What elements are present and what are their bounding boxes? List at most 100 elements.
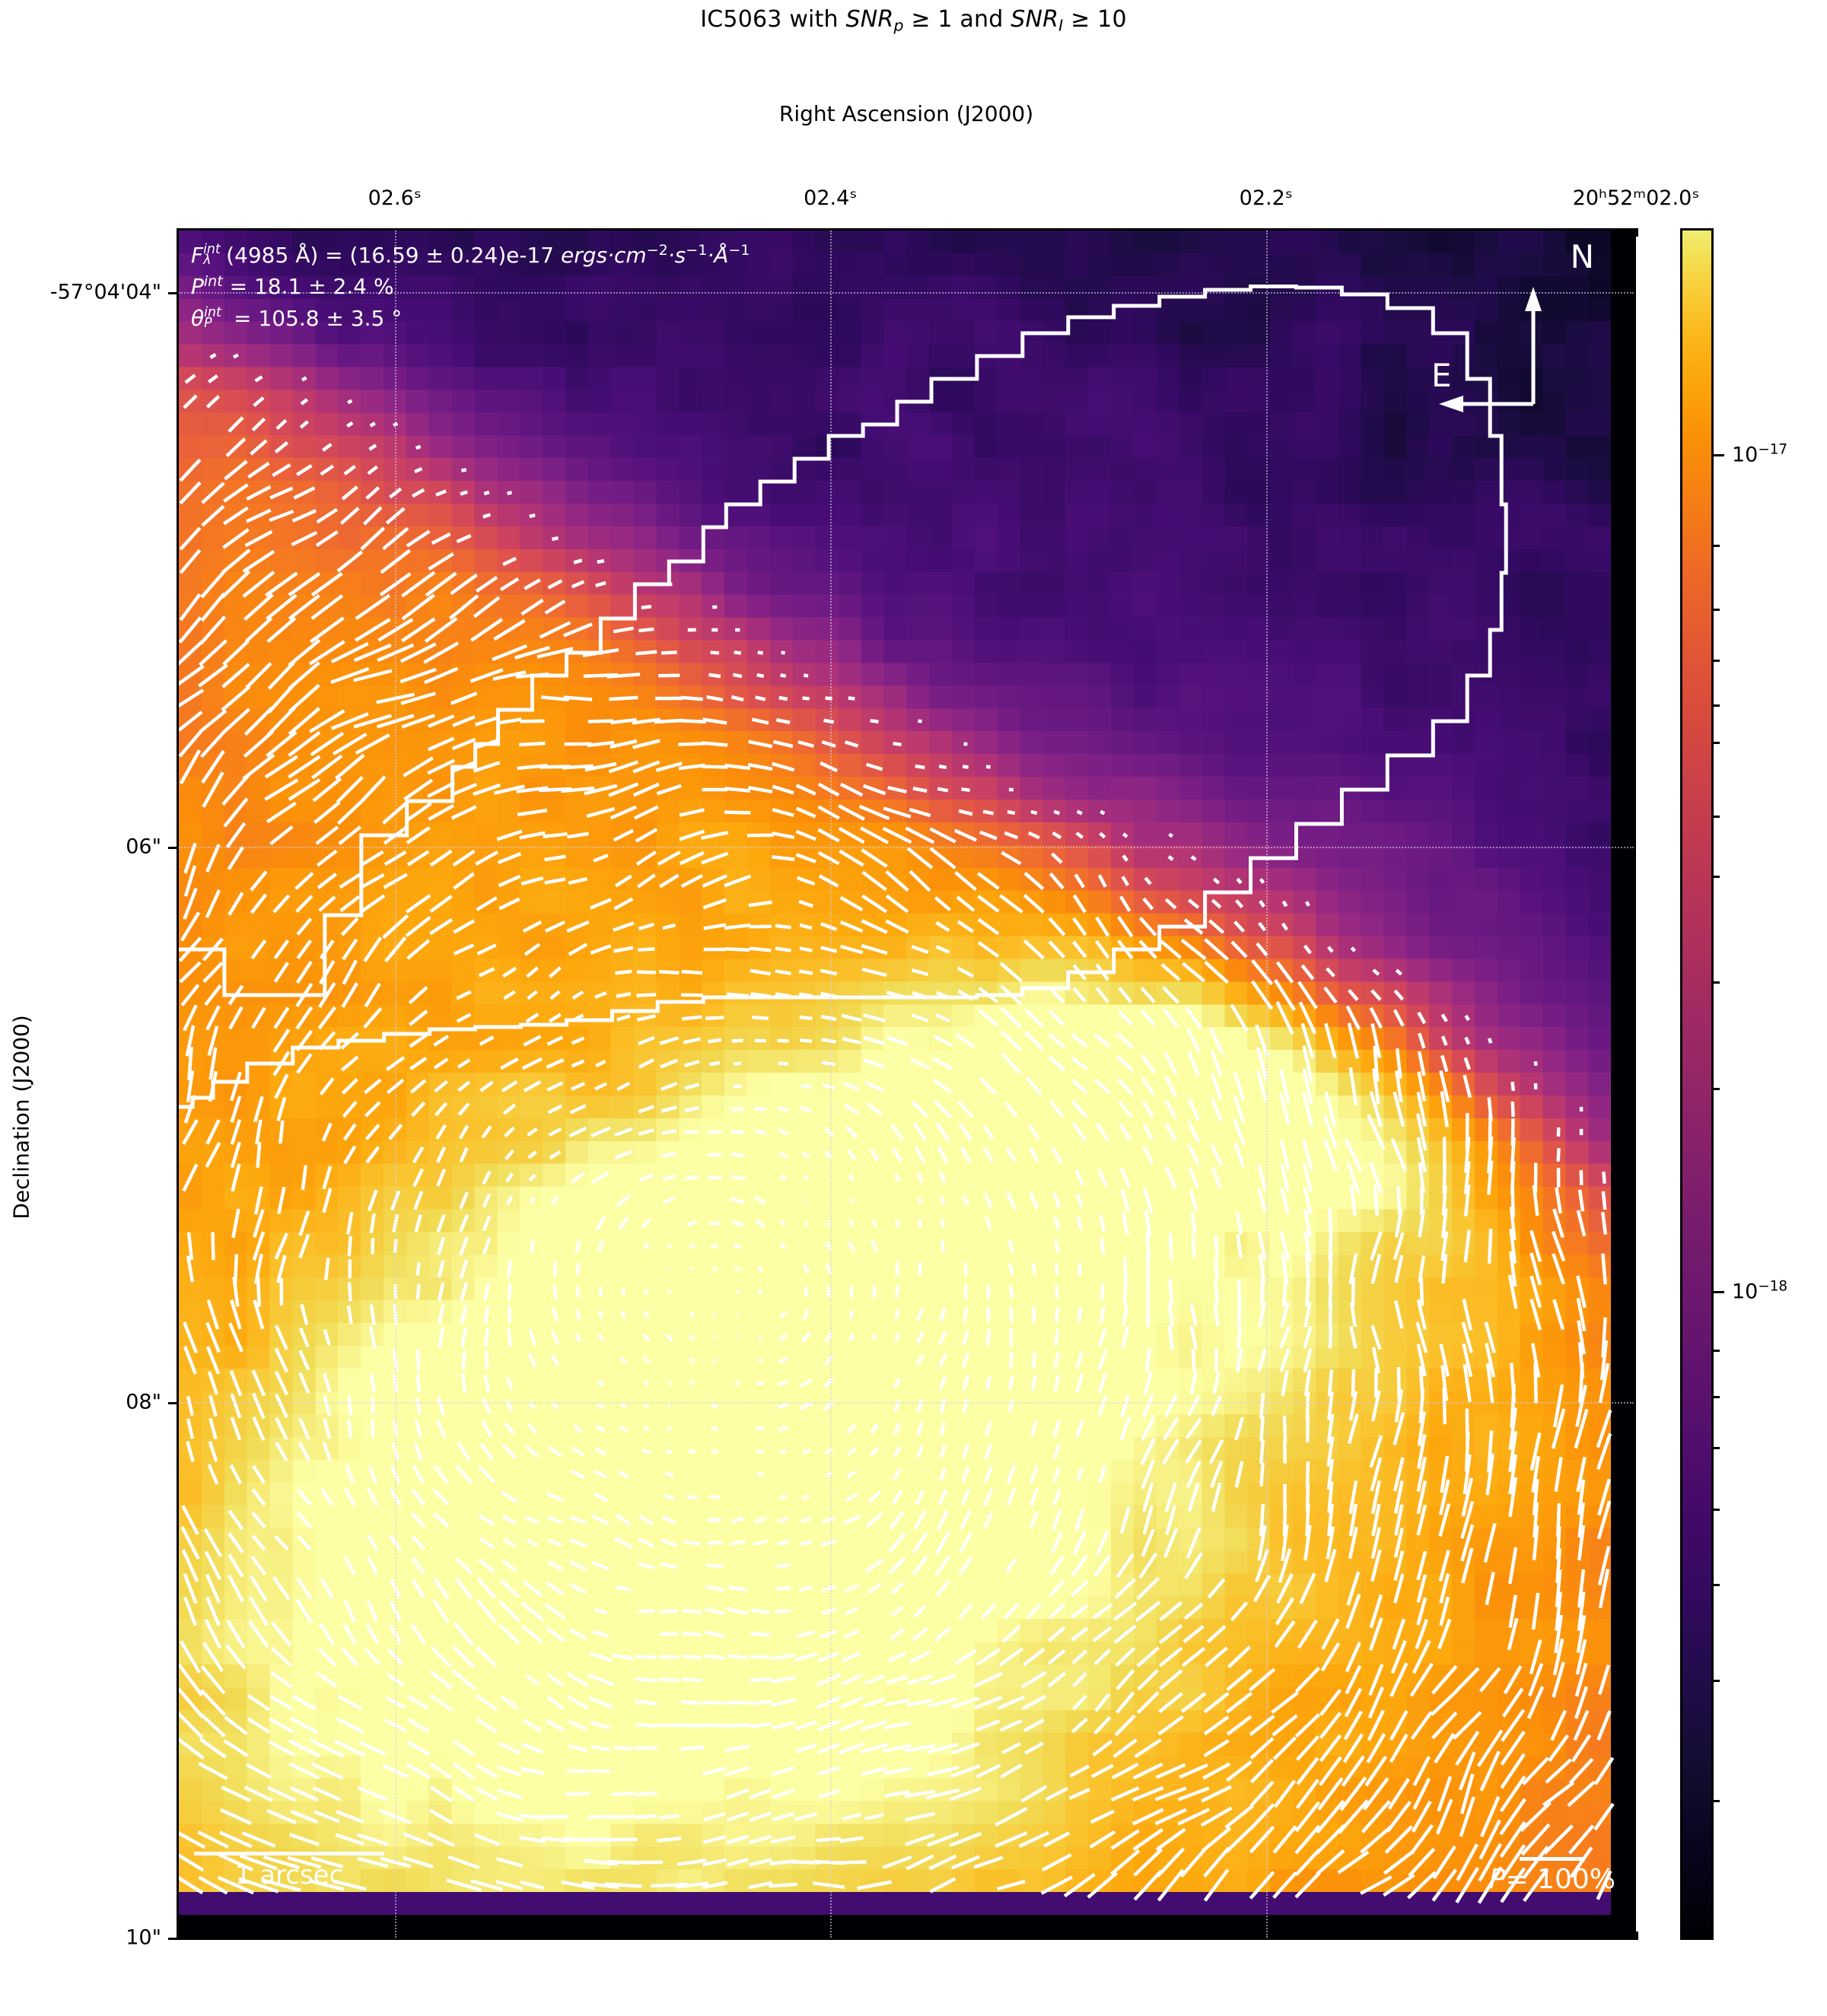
polarization-vector [1007,1399,1014,1413]
polarization-vector [796,876,816,886]
polarization-vector [492,644,528,662]
polarization-vector [501,1559,518,1572]
polarization-vector [1168,832,1173,838]
polarization-vector [1201,1827,1232,1852]
polarization-vector [1225,1691,1253,1714]
polarization-vector [883,1721,911,1730]
polarization-vector [244,529,273,548]
polarization-vector [894,1285,900,1299]
polarization-vector [460,1372,467,1394]
polarization-vector [1203,1691,1230,1714]
polarization-vector [915,1308,925,1321]
polarization-vector [342,938,358,961]
polarization-vector [1141,1416,1156,1442]
polarization-vector [452,715,476,727]
polarization-vector [817,1742,840,1754]
polarization-vector [1186,1527,1202,1559]
polarization-vector [1508,1251,1517,1287]
polarization-vector [861,919,888,934]
polarization-vector [319,959,336,985]
polarization-vector [1341,1755,1366,1787]
polarization-vector [977,895,1000,913]
polarization-vector [546,1560,564,1571]
polarization-vector [1295,1779,1320,1809]
polarization-vector [184,374,196,384]
polarization-vector [309,1879,345,1891]
polarization-vector [636,1014,656,1022]
polarization-vector [1259,1416,1265,1442]
polarization-vector [1279,1348,1291,1372]
polarization-vector [357,1856,389,1868]
polarization-vector [1112,1738,1138,1758]
polarization-vector [635,828,658,843]
polarization-vector [940,1239,945,1253]
polarization-vector [473,1833,500,1846]
polarization-vector [846,1423,857,1434]
polarization-vector [536,647,574,659]
polarization-vector [479,1080,494,1092]
colorbar-tick [1714,454,1724,456]
polarization-vector [1440,1231,1449,1261]
polarization-vector [411,1557,426,1575]
polarization-vector [817,1789,840,1799]
polarization-vector [347,399,353,405]
polarization-vector [1593,1802,1615,1831]
polarization-vector [451,1669,477,1690]
compass-arrows-icon [1439,287,1542,412]
polarization-vector [729,1540,746,1546]
flux-value: (4985 Å) = (16.59 ± 0.24)e-17 [226,243,562,268]
polarization-vector [1326,1458,1335,1490]
polarization-vector [916,1398,924,1413]
polarization-vector [1163,1528,1179,1558]
polarization-vector [1206,1625,1227,1643]
polarization-vector [772,739,794,749]
polarization-vector [455,1464,473,1484]
polarization-vector [522,1719,543,1732]
polarization-vector [758,1289,763,1295]
polarization-vector [797,1630,816,1638]
polarization-vector [688,1448,696,1455]
polarization-vector [638,1537,655,1549]
polarization-vector [641,1333,651,1342]
polarization-vector [428,803,455,822]
polarization-vector [915,1489,925,1506]
polarization-vector [1529,1275,1542,1308]
polarization-vector [1095,987,1109,1003]
polarization-vector [1257,1525,1267,1561]
polarization-vector [1508,1595,1518,1628]
polarization-vector [885,894,909,914]
polarization-vector [403,1832,434,1847]
polarization-vector [1097,1328,1107,1347]
polarization-vector [453,1740,475,1757]
polarization-vector [1075,1193,1084,1208]
polarization-vector [249,1575,268,1602]
polarization-vector [529,1197,536,1204]
polarization-vector [272,894,291,914]
polarization-vector [346,1212,354,1235]
polarization-vector [1499,1820,1526,1859]
polarization-vector [1278,1326,1291,1349]
polarization-vector [1008,1351,1014,1369]
polarization-vector [1593,1757,1615,1785]
polarization-vector [242,571,275,598]
polarization-vector [1255,1024,1270,1057]
polarization-vector [183,1346,198,1375]
polarization-vector [1031,1351,1037,1369]
polarization-vector [1577,1189,1585,1212]
polarization-vector [1250,959,1274,986]
polarization-vector [1071,1579,1089,1598]
polarization-vector [917,1219,923,1228]
polarization-vector [1393,1091,1405,1127]
polarization-vector [680,695,703,701]
polarization-vector [315,825,339,845]
polarization-vector [406,529,431,548]
polarization-vector [341,982,359,1008]
polarization-vector [1068,1788,1090,1800]
polarization-vector [661,1515,676,1525]
polarization-vector [1167,855,1174,861]
polarization-vector [253,1299,265,1330]
polarization-vector [342,1100,358,1118]
polarization-vector [798,899,814,908]
polarization-vector [495,1880,524,1890]
